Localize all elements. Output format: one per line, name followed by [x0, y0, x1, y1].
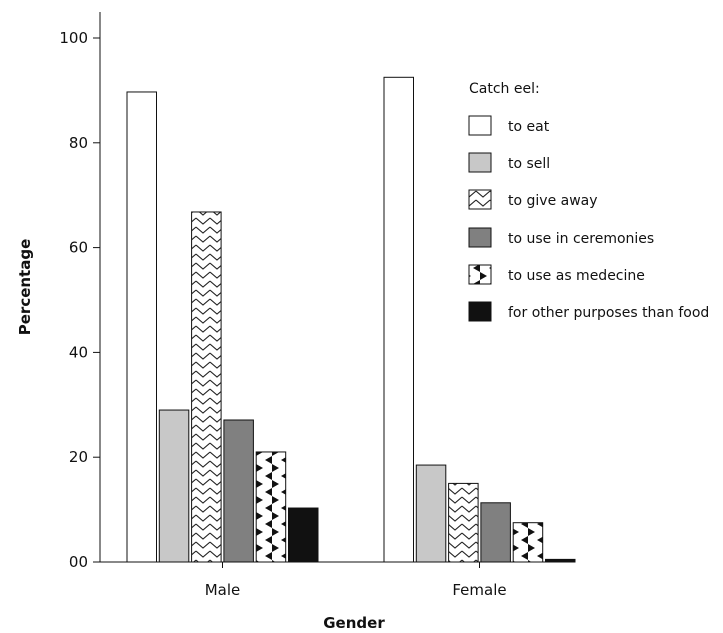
legend-label: to sell	[508, 156, 550, 172]
x-ticks: Male Female	[205, 562, 507, 599]
legend-swatch	[468, 152, 492, 173]
legend-label: to use in ceremonies	[508, 231, 654, 247]
bar	[255, 451, 287, 563]
bar	[126, 91, 157, 563]
bar	[158, 409, 190, 563]
bar	[480, 502, 511, 563]
bar	[448, 482, 479, 563]
y-tick-label: 00	[69, 553, 88, 571]
y-axis-title: Percentage	[16, 239, 34, 336]
legend: Catch eel: to eat to sell to give away to u…	[468, 81, 709, 322]
y-tick-label: 100	[59, 29, 88, 47]
legend-swatch	[468, 264, 492, 285]
legend-swatch	[468, 189, 492, 210]
x-tick-label: Female	[452, 581, 506, 599]
bar	[512, 522, 544, 563]
bar	[545, 558, 576, 563]
x-tick-label: Male	[205, 581, 241, 599]
y-tick-label: 40	[69, 343, 88, 361]
bar	[288, 507, 319, 563]
legend-label: to give away	[508, 193, 598, 209]
bar	[415, 464, 447, 563]
legend-swatch	[468, 115, 492, 136]
bar	[383, 76, 414, 563]
bar	[223, 419, 254, 563]
y-tick-label: 60	[69, 239, 88, 257]
legend-label: to use as medecine	[508, 268, 645, 284]
y-tick-label: 80	[69, 134, 88, 152]
y-tick-label: 20	[69, 448, 88, 466]
bars	[126, 76, 576, 563]
legend-label: for other purposes than food	[508, 305, 709, 321]
y-ticks: 00 20 40 60 80 100	[59, 29, 100, 571]
x-axis-title: Gender	[323, 614, 385, 632]
bar	[191, 211, 222, 563]
legend-label: to eat	[508, 119, 550, 135]
legend-swatch	[468, 301, 492, 322]
legend-title: Catch eel:	[469, 81, 540, 97]
legend-swatch	[468, 227, 492, 248]
